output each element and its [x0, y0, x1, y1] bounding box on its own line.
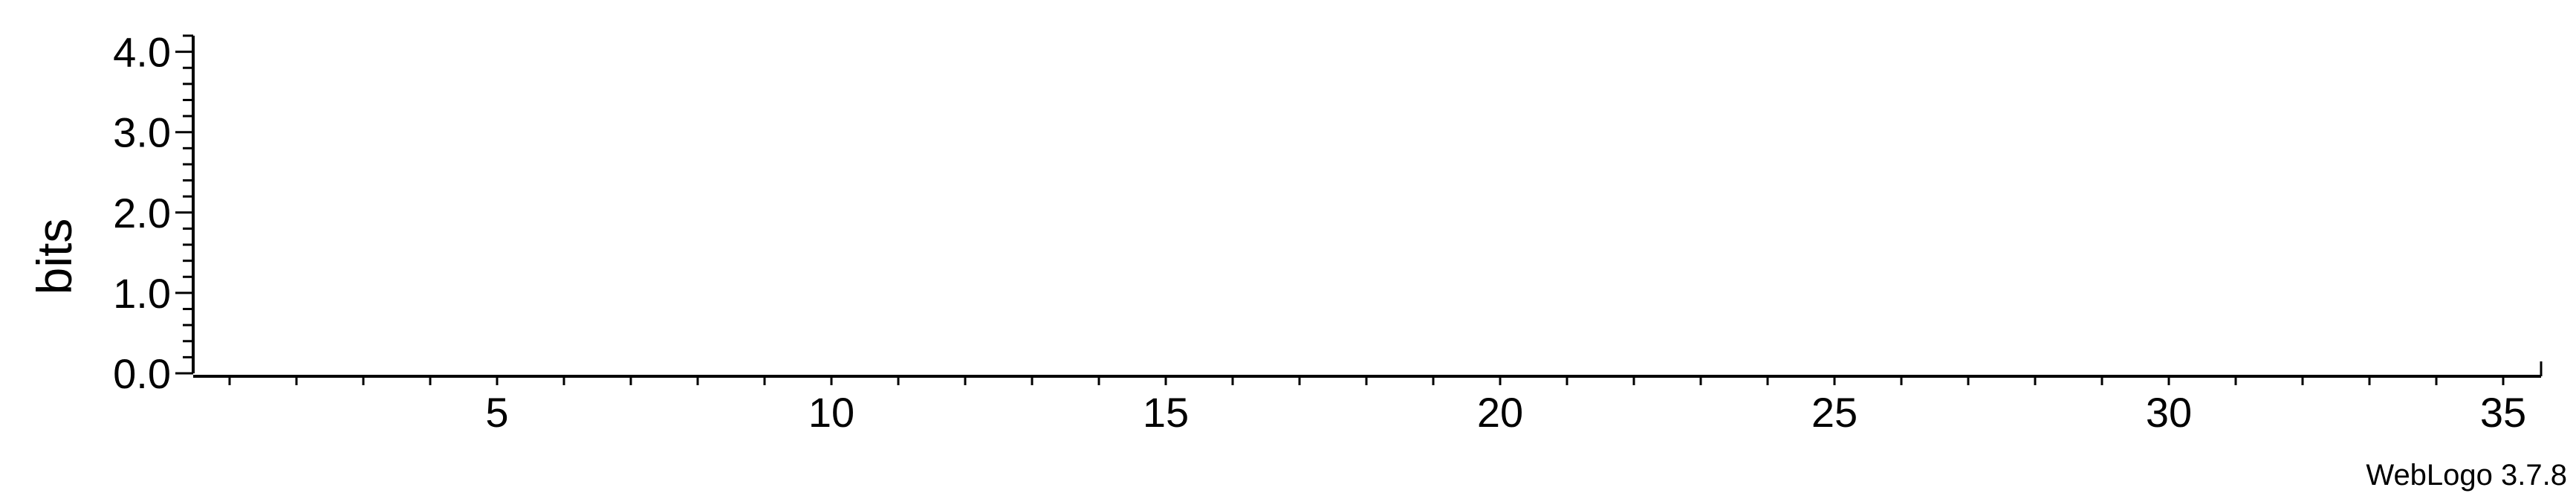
x-tick-label: 20 — [1477, 389, 1523, 436]
y-tick-label: 4.0 — [113, 29, 171, 76]
y-tick-label: 3.0 — [113, 109, 171, 156]
weblogo-credit: WebLogo 3.7.8 — [2366, 459, 2567, 492]
y-axis-title: bits — [27, 219, 82, 295]
x-axis: 5 10 15 20 25 30 35 — [193, 361, 2543, 436]
x-tick-label: 35 — [2480, 389, 2526, 436]
y-tick-label: 2.0 — [113, 190, 171, 236]
y-tick-label: 0.0 — [113, 350, 171, 397]
x-tick-label: 30 — [2146, 389, 2192, 436]
x-tick-label: 25 — [1811, 389, 1858, 436]
x-tick-label: 15 — [1143, 389, 1189, 436]
y-axis: 0.0 1.0 2.0 3.0 4.0 — [113, 29, 195, 397]
x-tick-label: 5 — [485, 389, 508, 436]
y-tick-label: 1.0 — [113, 270, 171, 317]
x-tick-label: 10 — [808, 389, 854, 436]
